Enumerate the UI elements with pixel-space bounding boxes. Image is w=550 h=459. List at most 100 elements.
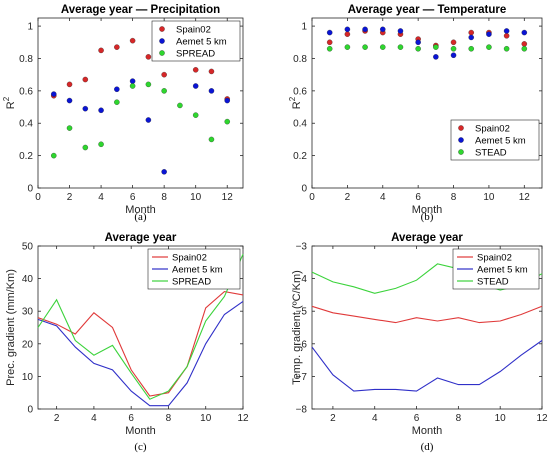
data-point-spain02 xyxy=(503,33,510,39)
legend-box xyxy=(450,119,540,161)
data-point-aemet-5-km xyxy=(129,78,136,84)
y-tick-label: 0 xyxy=(27,184,33,195)
axes-frame xyxy=(311,17,543,189)
data-point-spain02 xyxy=(208,68,215,75)
y-tick-label: 0.6 xyxy=(19,86,33,97)
data-point-stead xyxy=(486,44,492,50)
x-tick-label: 8 xyxy=(161,192,167,203)
legend-marker xyxy=(159,38,165,44)
data-point-spread xyxy=(114,99,120,105)
y-tick-label: 0 xyxy=(27,405,33,416)
y-axis-label: Temp. gradient (ºC/Km) xyxy=(291,270,303,385)
data-point-aemet-5-km xyxy=(326,29,333,36)
legend-entry: STEAD xyxy=(475,148,507,159)
data-point-spain02 xyxy=(82,76,89,83)
data-point-spain02 xyxy=(161,71,167,78)
y-axis-label: R2 xyxy=(2,96,17,109)
legend-entry: Aemet 5 km xyxy=(176,37,227,48)
data-point-stead xyxy=(521,46,528,52)
data-point-stead xyxy=(450,46,457,52)
y-tick-label: −4 xyxy=(296,274,308,285)
y-tick-label: 50 xyxy=(22,242,34,253)
data-point-aemet-5-km xyxy=(192,83,199,89)
y-tick-label: 20 xyxy=(22,339,34,350)
data-point-stead xyxy=(503,46,510,52)
data-point-spread xyxy=(145,81,152,88)
chart-title: Average year — Temperature xyxy=(348,4,507,16)
data-point-stead xyxy=(415,46,421,52)
x-tick-label: 2 xyxy=(67,192,73,203)
x-axis-label: Month xyxy=(125,425,156,437)
panel-label: (a) xyxy=(134,211,147,223)
x-tick-label: 12 xyxy=(222,192,234,203)
data-point-spread xyxy=(224,118,230,125)
y-axis-label-text: Temp. gradient (ºC/Km) xyxy=(291,270,303,385)
data-point-aemet-5-km xyxy=(450,52,457,58)
panel-label: (c) xyxy=(134,441,147,453)
series-line-aemet-5-km xyxy=(311,340,543,392)
x-tick-label: 4 xyxy=(372,413,378,424)
x-tick-label: 6 xyxy=(414,413,420,424)
y-axis-label-superscript: 2 xyxy=(2,96,11,101)
x-tick-label: 2 xyxy=(330,413,336,424)
y-tick-label: 0.8 xyxy=(19,54,33,65)
x-tick-label: 4 xyxy=(91,413,97,424)
x-tick-label: 12 xyxy=(536,413,548,424)
data-point-stead xyxy=(326,46,333,52)
x-tick-label: 4 xyxy=(98,192,104,203)
data-point-aemet-5-km xyxy=(468,34,474,41)
x-tick-label: 0 xyxy=(309,192,315,203)
y-axis-label-text: R xyxy=(291,101,303,109)
data-point-aemet-5-km xyxy=(397,28,404,34)
data-point-stead xyxy=(344,44,351,50)
data-point-aemet-5-km xyxy=(521,29,528,36)
panel-label: (d) xyxy=(421,441,434,453)
data-point-aemet-5-km xyxy=(380,26,386,33)
y-tick-label: 0.6 xyxy=(293,86,307,97)
x-tick-label: 6 xyxy=(128,413,134,424)
y-tick-label: 40 xyxy=(22,274,34,285)
chart-title: Average year xyxy=(105,232,177,244)
x-tick-label: 10 xyxy=(200,413,212,424)
y-tick-label: 0.8 xyxy=(293,54,307,65)
data-point-stead xyxy=(362,44,368,50)
data-point-spain02 xyxy=(521,41,528,47)
legend-entry: STEAD xyxy=(477,277,509,288)
data-point-aemet-5-km xyxy=(224,97,230,104)
data-point-aemet-5-km xyxy=(82,105,89,112)
x-tick-label: 10 xyxy=(483,192,495,203)
y-tick-label: −8 xyxy=(296,405,308,416)
data-point-spread xyxy=(98,141,104,148)
data-point-aemet-5-km xyxy=(51,91,57,97)
x-tick-label: 6 xyxy=(415,192,421,203)
x-tick-label: 0 xyxy=(35,192,41,203)
y-tick-label: −7 xyxy=(296,372,308,383)
x-axis-label: Month xyxy=(125,204,156,216)
chart-title: Average year — Precipitation xyxy=(61,4,220,16)
data-point-aemet-5-km xyxy=(98,107,104,114)
y-tick-label: 30 xyxy=(22,307,34,318)
y-tick-label: −3 xyxy=(296,242,308,253)
data-point-spread xyxy=(177,102,183,109)
data-point-aemet-5-km xyxy=(486,31,492,37)
y-axis-label: R2 xyxy=(288,96,303,109)
series-line-spain02 xyxy=(37,291,244,397)
x-tick-label: 4 xyxy=(380,192,386,203)
data-point-spain02 xyxy=(344,31,351,37)
y-tick-label: −6 xyxy=(296,339,308,350)
legend-marker xyxy=(159,26,165,32)
data-point-stead xyxy=(380,44,386,50)
y-tick-label: 10 xyxy=(22,372,34,383)
data-point-aemet-5-km xyxy=(362,26,368,33)
legend-marker xyxy=(458,137,464,143)
y-tick-label: 0.4 xyxy=(293,119,307,130)
legend-entry: Spain02 xyxy=(477,253,512,264)
y-axis-label-text: R xyxy=(5,101,17,109)
panel-label: (b) xyxy=(421,211,434,223)
data-point-aemet-5-km xyxy=(161,169,167,175)
y-tick-label: 1 xyxy=(301,22,307,33)
y-tick-label: 0 xyxy=(301,184,307,195)
